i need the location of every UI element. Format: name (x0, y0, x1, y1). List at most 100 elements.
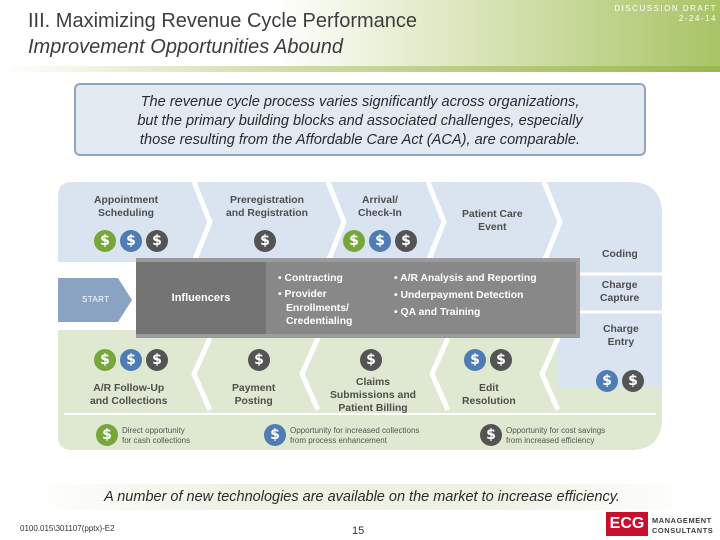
slide-header: III. Maximizing Revenue Cycle Performanc… (0, 0, 720, 72)
step-ar-followup: A/R Follow-Up and Collections (90, 382, 167, 408)
influencer-item: • QA and Training (394, 307, 481, 318)
chevron-separator (539, 336, 561, 412)
cash-coin-icon: $ (94, 230, 116, 252)
cost-coin-icon: $ (146, 349, 168, 371)
intro-line: The revenue cycle process varies signifi… (140, 94, 580, 110)
step-label: Preregistration (230, 195, 304, 206)
logo-mark: ECG (606, 512, 648, 536)
step-claims-submissions: Claims Submissions and Patient Billing (330, 376, 416, 415)
step-label: and Collections (90, 396, 168, 407)
step-label: and Registration (226, 208, 308, 219)
bottom-note: A number of new technologies are availab… (34, 484, 690, 510)
step-label: Edit (479, 383, 499, 394)
step-arrival: Arrival/ Check-In (358, 194, 402, 220)
step-label: Payment (232, 383, 276, 394)
intro-line: those resulting from the Affordable Care… (139, 132, 581, 148)
step-coding: Coding (602, 248, 638, 261)
legend-process-coin-icon: $ (264, 424, 286, 446)
intro-callout: The revenue cycle process varies signifi… (74, 83, 646, 156)
influencer-panel (266, 262, 576, 334)
legend-line: Opportunity for increased collections (290, 426, 420, 435)
cost-coin-icon: $ (146, 230, 168, 252)
step-label: A/R Follow-Up (93, 383, 165, 394)
chevron-separator (425, 181, 447, 263)
logo-text: CONSULTANTS (652, 526, 714, 535)
cost-coin-icon: $ (395, 230, 417, 252)
influencer-item: Credentialing (286, 316, 353, 327)
chevron-separator (541, 181, 563, 263)
step-label: Posting (234, 396, 273, 407)
start-label: START (82, 295, 110, 304)
legend-process-text: Opportunity for increased collections fr… (290, 426, 419, 446)
influencer-item: • Underpayment Detection (394, 290, 524, 301)
legend-cash-coin-icon: $ (96, 424, 118, 446)
legend-line: from process enhancement (290, 436, 387, 445)
influencer-item: • Contracting (278, 273, 343, 284)
step-label: Check-In (358, 208, 402, 219)
influencer-item: Enrollments/ (286, 303, 349, 314)
cost-coin-icon: $ (360, 349, 382, 371)
file-id: 0100.015\301107(pptx)-E2 (20, 524, 115, 533)
header-accent-band (0, 66, 720, 72)
cost-coin-icon: $ (254, 230, 276, 252)
step-label: Entry (607, 337, 635, 348)
step-label: Patient Care (462, 209, 523, 220)
process-coin-icon: $ (120, 230, 142, 252)
step-label: Coding (602, 249, 638, 260)
company-logo: ECG MANAGEMENT CONSULTANTS (606, 512, 718, 538)
revenue-cycle-diagram: Appointment Scheduling Preregistration a… (58, 178, 662, 450)
step-label: Capture (600, 293, 640, 304)
step-patient-care: Patient Care Event (462, 208, 523, 234)
process-coin-icon: $ (464, 349, 486, 371)
cash-coin-icon: $ (94, 349, 116, 371)
draft-label: DISCUSSION DRAFT (614, 4, 717, 13)
cost-coin-icon: $ (248, 349, 270, 371)
intro-line: but the primary building blocks and asso… (137, 113, 583, 129)
step-charge-capture: Charge Capture (600, 279, 639, 305)
cost-coin-icon: $ (490, 349, 512, 371)
process-coin-icon: $ (369, 230, 391, 252)
legend-cash-text: Direct opportunity for cash collections (122, 426, 190, 446)
start-arrow (58, 278, 132, 322)
influencer-item: • A/R Analysis and Reporting (394, 273, 537, 284)
step-label: Submissions and (330, 390, 417, 401)
cycle-background (58, 181, 662, 450)
legend-cost-coin-icon: $ (480, 424, 502, 446)
cost-coin-icon: $ (622, 370, 644, 392)
step-label: Event (478, 222, 507, 233)
step-label: Charge (601, 280, 638, 291)
slide-subtitle: Improvement Opportunities Abound (28, 36, 343, 58)
step-appointment-scheduling: Appointment Scheduling (94, 194, 158, 220)
step-label: Scheduling (98, 208, 155, 219)
chevron-separator (429, 336, 451, 412)
legend-line: from increased efficiency (506, 436, 595, 445)
draft-date: 2-24-14 (678, 14, 717, 23)
step-label: Resolution (462, 396, 516, 407)
legend-line: Direct opportunity (122, 426, 185, 435)
step-label: Appointment (94, 195, 159, 206)
step-label: Claims (355, 377, 391, 388)
influencer-item: • Provider (278, 289, 327, 300)
step-label: Patient Billing (338, 403, 408, 414)
process-coin-icon: $ (596, 370, 618, 392)
process-coin-icon: $ (120, 349, 142, 371)
step-preregistration: Preregistration and Registration (226, 194, 308, 220)
influencers-left-list: • Contracting • Provider Enrollments/ Cr… (278, 270, 352, 328)
legend-cost-text: Opportunity for cost savings from increa… (506, 426, 605, 446)
chevron-separator (299, 336, 321, 412)
chevron-separator (191, 336, 213, 412)
legend-line: for cash collections (122, 436, 191, 445)
logo-text: MANAGEMENT (652, 516, 712, 525)
step-charge-entry: Charge Entry (603, 323, 639, 349)
step-label: Charge (603, 324, 639, 335)
cash-coin-icon: $ (343, 230, 365, 252)
step-edit-resolution: Edit Resolution (462, 382, 516, 408)
influencers-title: Influencers (136, 262, 266, 334)
chevron-separator (325, 181, 347, 263)
draft-stamp: DISCUSSION DRAFT 2-24-14 (614, 4, 717, 24)
step-payment-posting: Payment Posting (232, 382, 275, 408)
legend-line: Opportunity for cost savings (506, 426, 606, 435)
slide-title: III. Maximizing Revenue Cycle Performanc… (28, 10, 418, 32)
chevron-separator (191, 181, 213, 263)
step-label: Arrival/ (362, 195, 398, 206)
